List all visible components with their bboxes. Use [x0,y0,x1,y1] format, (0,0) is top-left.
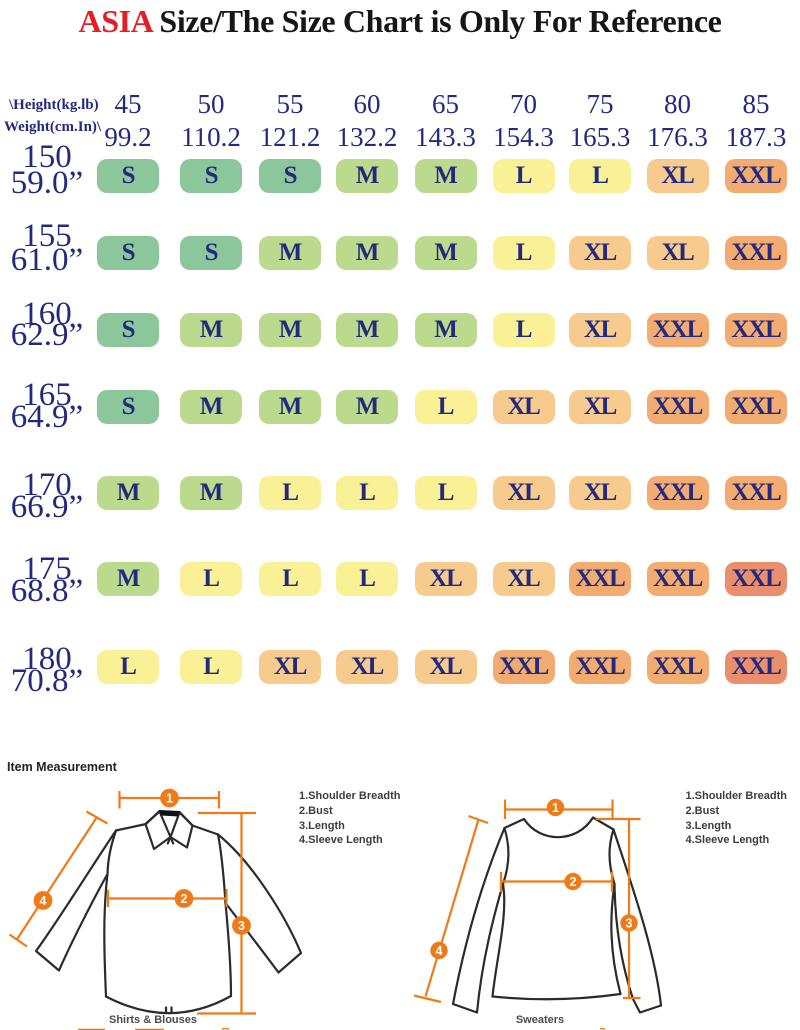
svg-text:3: 3 [238,919,245,933]
svg-text:1: 1 [552,801,559,815]
svg-text:2: 2 [181,892,188,906]
svg-text:1: 1 [166,792,173,806]
svg-text:4: 4 [436,944,443,958]
svg-text:2: 2 [570,875,577,889]
svg-text:3: 3 [626,917,633,931]
svg-text:4: 4 [40,894,47,908]
